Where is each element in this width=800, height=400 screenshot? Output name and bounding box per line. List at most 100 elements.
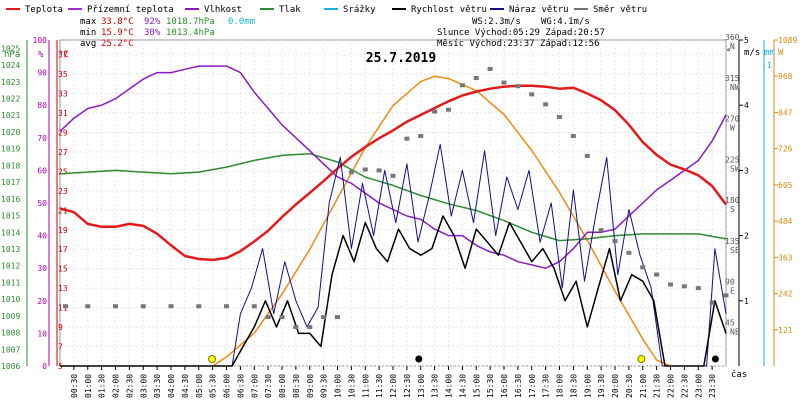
x-tick: 08:00 bbox=[278, 374, 287, 398]
c-tick: 37 bbox=[58, 51, 68, 60]
w-tick: 121 bbox=[778, 326, 793, 335]
hpa-tick: 1013 bbox=[1, 245, 20, 254]
wind-direction-point bbox=[640, 265, 646, 270]
wind-direction-point bbox=[598, 228, 604, 233]
c-tick: 15 bbox=[58, 265, 68, 274]
x-tick: 19:00 bbox=[583, 374, 592, 398]
x-tick: 16:30 bbox=[514, 374, 523, 398]
dir-tick-name: NW bbox=[730, 83, 740, 92]
wind-direction-point bbox=[321, 315, 327, 320]
wind-direction-point bbox=[85, 304, 91, 309]
w-tick: 363 bbox=[778, 253, 793, 262]
stat-humidity: 92% bbox=[144, 17, 161, 27]
pct-tick: 60 bbox=[37, 166, 47, 175]
x-tick: 20:30 bbox=[625, 374, 634, 398]
legend: Teplota Přízemní teplota Vlhkost Tlak Srážky… bbox=[6, 5, 647, 15]
wind-direction-point bbox=[265, 315, 271, 320]
x-tick: 12:30 bbox=[403, 374, 412, 398]
x-tick: 01:30 bbox=[98, 374, 107, 398]
x-tick: 11:30 bbox=[375, 374, 384, 398]
dir-tick-name: SE bbox=[730, 246, 740, 255]
x-tick: 01:00 bbox=[84, 374, 93, 398]
c-tick: 13 bbox=[58, 284, 68, 293]
x-tick: 12:00 bbox=[389, 374, 398, 398]
series-rychlost-větru bbox=[60, 215, 727, 367]
x-tick: 09:00 bbox=[306, 374, 315, 398]
legend-label: Vlhkost bbox=[204, 5, 242, 15]
dir-tick-name: NE bbox=[730, 327, 740, 336]
pct-unit: % bbox=[38, 50, 44, 60]
wind-direction-point bbox=[63, 304, 69, 309]
c-tick: 29 bbox=[58, 128, 68, 137]
x-tick: 00:30 bbox=[70, 374, 79, 398]
legend-label: Náraz větru bbox=[509, 5, 569, 15]
x-tick: 07:30 bbox=[264, 374, 273, 398]
c-tick: 25 bbox=[58, 167, 68, 176]
legend-label: Srážky bbox=[343, 5, 376, 15]
x-tick: 10:30 bbox=[347, 374, 356, 398]
legend-label: Teplota bbox=[25, 5, 63, 15]
w-unit: W bbox=[778, 48, 784, 58]
x-tick: 02:00 bbox=[112, 374, 121, 398]
dir-tick-name: E bbox=[730, 287, 735, 296]
x-tick: 20:00 bbox=[611, 374, 620, 398]
moonset-marker bbox=[415, 355, 423, 363]
legend-label: Přízemní teplota bbox=[87, 5, 174, 15]
hpa-tick: 1015 bbox=[1, 212, 20, 221]
pct-tick: 80 bbox=[37, 101, 47, 110]
x-tick: 07:00 bbox=[250, 374, 259, 398]
wind-speed-avg: WS:2.3m/s bbox=[472, 17, 521, 27]
ms-tick: 5 bbox=[744, 36, 749, 45]
x-tick: 05:00 bbox=[195, 374, 204, 398]
w-tick: 242 bbox=[778, 290, 793, 299]
c-tick: 11 bbox=[58, 304, 68, 313]
stat-temp: 33.8°C bbox=[101, 17, 134, 27]
x-tick: 21:00 bbox=[639, 374, 648, 398]
hpa-tick: 1018 bbox=[1, 161, 20, 170]
deg-unit: ° bbox=[726, 48, 731, 58]
ms-tick: 3 bbox=[744, 166, 749, 175]
c-tick: 9 bbox=[58, 323, 63, 332]
c-tick: 17 bbox=[58, 245, 68, 254]
hpa-tick: 1014 bbox=[1, 228, 20, 237]
pct-tick: 70 bbox=[37, 134, 47, 143]
w-tick: 968 bbox=[778, 72, 793, 81]
wind-direction-point bbox=[251, 304, 257, 309]
stat-rain: 0.0mm bbox=[228, 17, 255, 27]
ms-tick: 1 bbox=[744, 297, 749, 306]
pct-tick: 90 bbox=[37, 69, 47, 78]
x-tick: 23:00 bbox=[694, 374, 703, 398]
hpa-tick: 1024 bbox=[1, 61, 20, 70]
wind-direction-point bbox=[459, 83, 465, 88]
pct-tick: 100 bbox=[33, 36, 48, 45]
wind-direction-point bbox=[446, 107, 451, 112]
wind-direction-point bbox=[570, 133, 576, 138]
c-tick: 19 bbox=[58, 226, 68, 235]
wind-direction-point bbox=[418, 133, 424, 138]
hpa-tick: 1020 bbox=[1, 128, 20, 137]
pct-tick: 20 bbox=[37, 297, 47, 306]
c-unit: °C bbox=[58, 50, 69, 60]
moonrise-marker bbox=[711, 355, 719, 363]
wind-direction-point bbox=[473, 76, 479, 81]
pct-tick: 0 bbox=[42, 362, 47, 371]
wind-direction-point bbox=[626, 250, 632, 255]
ms-unit: m/s bbox=[744, 48, 760, 58]
wind-direction-point bbox=[501, 80, 507, 85]
wind-direction-point bbox=[681, 284, 687, 289]
stat-humidity: 30% bbox=[144, 28, 161, 38]
x-tick: 17:00 bbox=[528, 374, 537, 398]
w-tick: 605 bbox=[778, 181, 793, 190]
series-náraz-větru bbox=[60, 143, 727, 367]
series-teplota bbox=[59, 84, 727, 262]
legend-label: Rychlost větru bbox=[411, 5, 487, 15]
x-tick: 18:00 bbox=[556, 374, 565, 398]
dir-tick-deg: 315 bbox=[725, 74, 740, 83]
x-tick: 11:00 bbox=[361, 374, 370, 398]
wind-direction-point bbox=[487, 66, 493, 71]
dir-tick-name: SW bbox=[730, 164, 740, 173]
stat-pressure: 1018.7hPa bbox=[166, 17, 215, 27]
c-tick: 27 bbox=[58, 148, 68, 157]
stat-label: max bbox=[80, 17, 97, 27]
x-tick: 02:30 bbox=[125, 374, 134, 398]
